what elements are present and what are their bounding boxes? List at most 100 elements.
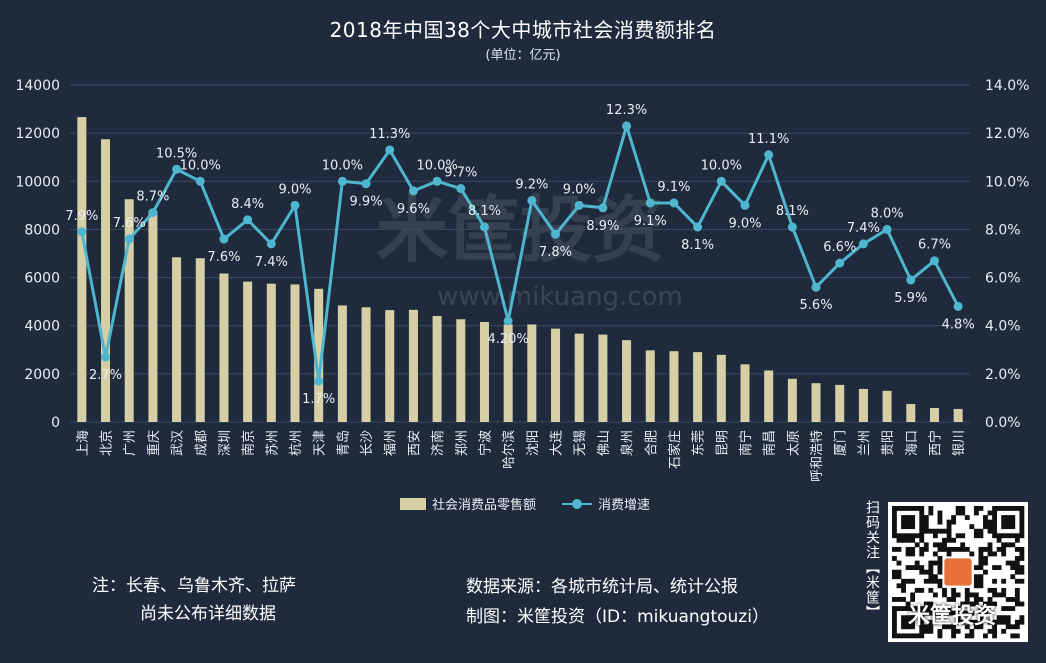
qr-module [923,546,929,552]
y-left-tick-label: 4000 [24,319,60,335]
qr-module [992,601,997,607]
qr-module [928,510,934,516]
qr-module [919,519,925,525]
qr-module [942,537,947,543]
growth-data-label: 8.1% [468,204,501,219]
growth-point [669,198,679,208]
growth-point [479,222,489,232]
qr-module [905,524,911,530]
qr-module [923,578,929,584]
qr-module [1014,565,1020,571]
qr-module [992,533,997,539]
qr-module [1001,551,1007,557]
bar [645,350,655,422]
qr-module [932,610,938,616]
qr-module [996,615,1002,621]
qr-module [946,546,952,552]
qr-module [928,560,934,566]
qr-module [978,624,984,630]
qr-module [892,597,897,602]
qr-module [1019,578,1025,584]
bar [551,328,561,422]
x-tick-label: 福州 [384,430,399,456]
qr-module [983,560,988,566]
qr-module [896,633,902,639]
qr-module [978,583,984,589]
qr-module [923,528,929,534]
qr-module [996,619,1002,625]
qr-module [969,524,975,530]
qr-module [951,624,957,630]
qr-module [1010,624,1016,630]
qr-module [919,587,925,593]
qr-module [892,524,897,530]
qr-module [978,615,984,621]
qr-module [1010,542,1016,548]
growth-data-label: 7.4% [847,221,880,236]
qr-module [987,619,993,625]
growth-point [503,316,513,326]
qr-module [901,606,906,611]
bar [385,310,395,422]
qr-module [987,546,993,552]
qr-module [983,556,988,561]
growth-data-label: 8.1% [681,238,714,253]
qr-module [910,551,916,557]
qr-module [964,515,970,520]
x-tick-label: 南京 [241,430,257,456]
qr-module [973,619,979,625]
growth-point [101,352,111,362]
legend-line-swatch [562,498,593,510]
y-left-tick-label: 6000 [24,271,60,287]
growth-point [266,239,276,249]
qr-module [1001,524,1007,530]
growth-data-label: 12.3% [606,103,647,118]
qr-module [919,619,925,625]
qr-module [937,546,943,552]
qr-brand-text: 米筐投资 [908,604,997,629]
growth-data-label: 7.9% [65,209,98,224]
qr-module [928,569,934,575]
qr-module [932,542,938,548]
qr-module [914,587,920,593]
qr-module [978,610,984,616]
bar [456,319,466,422]
qr-module [910,615,916,621]
qr-module [905,519,911,525]
qr-module [928,565,934,571]
qr-module [1014,578,1020,584]
qr-module [910,633,916,639]
qr-module [919,506,925,511]
x-tick-label: 广州 [123,430,138,456]
growth-data-label: 10.0% [180,158,221,173]
growth-data-label: 9.0% [278,182,311,197]
growth-point [645,198,655,208]
qr-module [992,506,997,511]
qr-module [996,546,1002,552]
qr-module [964,587,970,593]
qr-module [928,506,934,511]
qr-module [978,556,984,561]
bar [101,139,111,422]
qr-module [964,546,970,552]
qr-module [1019,601,1025,607]
qr-module [987,524,993,530]
qr-module [964,633,970,639]
qr-module [905,565,911,571]
growth-point [953,301,963,311]
qr-module [955,619,961,625]
qr-module [905,506,911,511]
y-right-tick-label: 10.0% [985,174,1029,190]
y-left-tick-label: 2000 [24,367,60,383]
qr-logo-icon [944,558,972,586]
qr-module [987,597,993,602]
qr-module [910,624,916,630]
qr-module [892,519,897,525]
qr-module [923,569,929,575]
qr-module [901,519,906,525]
growth-data-label: 9.7% [444,166,477,181]
qr-module [1001,628,1007,634]
qr-module [892,628,897,634]
qr-module [973,565,979,571]
qr-module [910,537,916,543]
